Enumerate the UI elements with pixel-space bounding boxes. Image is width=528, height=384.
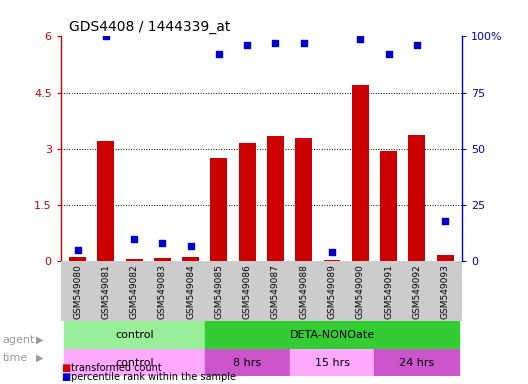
Text: 15 hrs: 15 hrs	[315, 358, 350, 367]
Text: GSM549089: GSM549089	[327, 264, 336, 319]
Text: GSM549088: GSM549088	[299, 264, 308, 319]
Text: transformed count: transformed count	[71, 363, 162, 373]
Text: GDS4408 / 1444339_at: GDS4408 / 1444339_at	[69, 20, 230, 34]
Bar	[437, 255, 454, 262]
Text: GSM549082: GSM549082	[130, 264, 139, 319]
Bar	[69, 257, 86, 262]
Bar	[126, 259, 143, 262]
Bar	[290, 349, 374, 376]
Text: GSM549083: GSM549083	[158, 264, 167, 319]
Text: GSM549081: GSM549081	[101, 264, 110, 319]
Text: 8 hrs: 8 hrs	[233, 358, 261, 367]
Point	[102, 33, 110, 40]
Text: agent: agent	[3, 335, 35, 345]
Text: GSM549087: GSM549087	[271, 264, 280, 319]
Bar	[98, 141, 115, 262]
Bar	[380, 151, 397, 262]
Point	[73, 247, 82, 253]
Text: ■: ■	[61, 372, 70, 382]
Bar	[239, 143, 256, 262]
Point	[130, 236, 138, 242]
Text: GSM549084: GSM549084	[186, 264, 195, 319]
Text: GSM549080: GSM549080	[73, 264, 82, 319]
Bar	[205, 321, 459, 349]
Bar	[324, 260, 341, 262]
Text: ▶: ▶	[36, 335, 43, 345]
Text: GSM549092: GSM549092	[412, 264, 421, 319]
Text: time: time	[3, 353, 28, 363]
Point	[384, 51, 393, 58]
Point	[328, 249, 336, 255]
Text: ■: ■	[61, 363, 70, 373]
Point	[271, 40, 280, 46]
Point	[299, 40, 308, 46]
Text: DETA-NONOate: DETA-NONOate	[289, 330, 374, 340]
Bar	[352, 85, 369, 262]
Point	[215, 51, 223, 58]
Bar	[154, 258, 171, 262]
Text: GSM549085: GSM549085	[214, 264, 223, 319]
Point	[186, 243, 195, 249]
Bar	[408, 135, 425, 262]
Text: GSM549086: GSM549086	[243, 264, 252, 319]
Text: GSM549093: GSM549093	[440, 264, 449, 319]
Text: GSM549091: GSM549091	[384, 264, 393, 319]
Text: 24 hrs: 24 hrs	[399, 358, 435, 367]
Bar	[374, 349, 459, 376]
Bar	[205, 349, 290, 376]
Text: ▶: ▶	[36, 353, 43, 363]
Bar	[63, 321, 205, 349]
Bar	[267, 136, 284, 262]
Text: percentile rank within the sample: percentile rank within the sample	[71, 372, 237, 382]
Text: GSM549090: GSM549090	[356, 264, 365, 319]
Bar	[182, 257, 199, 262]
Point	[441, 218, 449, 224]
Bar	[295, 138, 312, 262]
Bar	[63, 349, 205, 376]
Point	[158, 240, 167, 247]
Text: control: control	[115, 358, 154, 367]
Point	[243, 42, 251, 48]
Bar	[211, 158, 228, 262]
Text: control: control	[115, 330, 154, 340]
Point	[356, 36, 364, 42]
Point	[412, 42, 421, 48]
